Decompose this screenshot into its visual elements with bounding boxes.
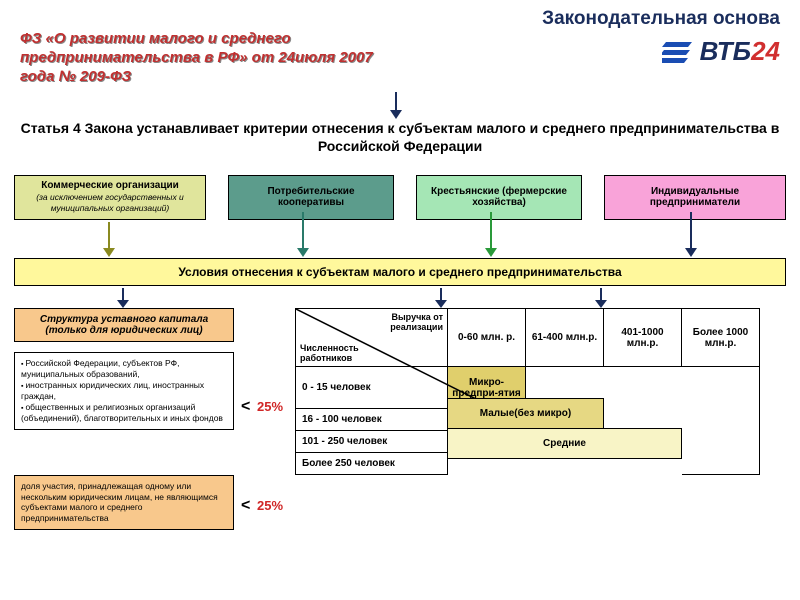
pct-bottom: 25% [257, 498, 283, 513]
conditions-bar: Условия отнесения к субъектам малого и с… [14, 258, 786, 286]
vtb-logo: ВТБ24 [542, 36, 780, 67]
less-than-top: < [241, 398, 250, 416]
logo-text: ВТБ24 [700, 36, 780, 67]
subject-farm: Крестьянские (фермерские хозяйства) [416, 175, 582, 220]
subject-row: Коммерческие организации(за исключением … [14, 175, 786, 220]
blank-overlay-1 [448, 458, 682, 488]
logo-wings-icon [662, 38, 696, 66]
col-header: Более 1000 млн.р. [682, 309, 760, 367]
table-header-row: Выручка от реализации Численность работн… [296, 309, 760, 367]
header-block: Законодательная основа ВТБ24 [542, 8, 780, 67]
law-title: ФЗ «О развитии малого и среднего предпри… [20, 30, 400, 86]
subject-individual: Индивидуальные предприниматели [604, 175, 786, 220]
share-box: доля участия, принадлежащая одному или н… [14, 475, 234, 530]
struct-capital-box: Структура уставного капитала (только для… [14, 308, 234, 342]
diag-header-cell: Выручка от реализации Численность работн… [296, 309, 448, 367]
small-overlay: Малые(без микро) [448, 398, 604, 428]
article-text: Статья 4 Закона устанавливает критерии о… [20, 120, 780, 155]
bullets-box: Российской Федерации, субъектов РФ, муни… [14, 352, 234, 430]
subject-cooperative: Потребительские кооперативы [228, 175, 394, 220]
less-than-bottom: < [241, 497, 250, 515]
bullet-item: общественных и религиозных организаций (… [21, 402, 227, 424]
medium-overlay: Средние [448, 428, 682, 458]
section-title: Законодательная основа [542, 8, 780, 30]
bullet-item: Российской Федерации, субъектов РФ, муни… [21, 358, 227, 380]
bullet-item: иностранных юридических лиц, иностранных… [21, 380, 227, 402]
subject-commercial: Коммерческие организации(за исключением … [14, 175, 206, 220]
col-header: 401-1000 млн.р. [604, 309, 682, 367]
pct-top: 25% [257, 399, 283, 414]
